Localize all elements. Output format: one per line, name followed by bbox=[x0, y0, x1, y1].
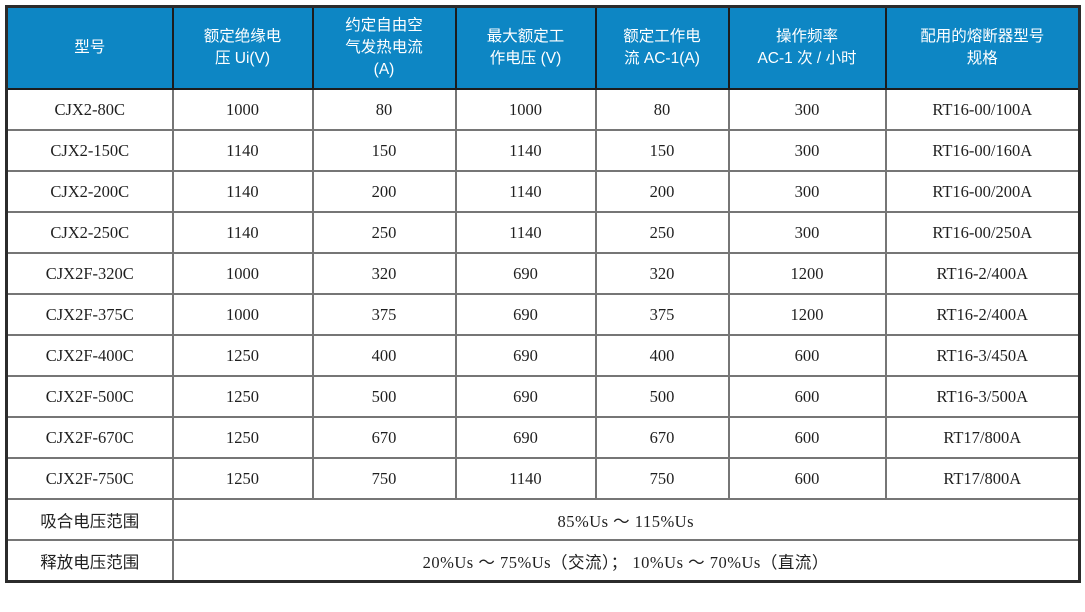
header-row: 型号 额定绝缘电 压 Ui(V) 约定自由空 气发热电流 (A) 最大额定工 作… bbox=[5, 5, 1081, 90]
col-header-conventional-free-air-thermal-current: 约定自由空 气发热电流 (A) bbox=[311, 5, 457, 90]
cell-ith: 750 bbox=[311, 457, 457, 500]
cell-freq: 300 bbox=[727, 129, 887, 172]
cell-fuse: RT16-00/200A bbox=[884, 170, 1081, 213]
table-row: CJX2F-320C 1000 320 690 320 1200 RT16-2/… bbox=[5, 252, 1081, 295]
pickup-voltage-range-row: 吸合电压范围 85%Us ～ 115%Us bbox=[5, 498, 1081, 541]
contactor-spec-table: 型号 额定绝缘电 压 Ui(V) 约定自由空 气发热电流 (A) 最大额定工 作… bbox=[5, 5, 1081, 583]
table-body: CJX2-80C 1000 80 1000 80 300 RT16-00/100… bbox=[5, 88, 1081, 583]
col-header-fuse-type: 配用的熔断器型号 规格 bbox=[884, 5, 1081, 90]
cell-ith: 400 bbox=[311, 334, 457, 377]
col-header-model: 型号 bbox=[5, 5, 174, 90]
cell-ith: 320 bbox=[311, 252, 457, 295]
table-row: CJX2F-670C 1250 670 690 670 600 RT17/800… bbox=[5, 416, 1081, 459]
table-row: CJX2-200C 1140 200 1140 200 300 RT16-00/… bbox=[5, 170, 1081, 213]
cell-freq: 600 bbox=[727, 375, 887, 418]
cell-model: CJX2F-320C bbox=[5, 252, 174, 295]
cell-model: CJX2-80C bbox=[5, 88, 174, 131]
cell-ie: 670 bbox=[594, 416, 730, 459]
release-voltage-range-value: 20%Us ～ 75%Us（交流）； 10%Us ～ 70%Us（直流） bbox=[171, 539, 1081, 583]
col-header-max-rated-working-voltage: 最大额定工 作电压 (V) bbox=[454, 5, 597, 90]
cell-model: CJX2-250C bbox=[5, 211, 174, 254]
cell-ue: 690 bbox=[454, 252, 597, 295]
cell-fuse: RT17/800A bbox=[884, 416, 1081, 459]
cell-ith: 80 bbox=[311, 88, 457, 131]
cell-ui: 1250 bbox=[171, 457, 314, 500]
cell-freq: 600 bbox=[727, 334, 887, 377]
cell-ith: 500 bbox=[311, 375, 457, 418]
table-row: CJX2F-400C 1250 400 690 400 600 RT16-3/4… bbox=[5, 334, 1081, 377]
cell-ie: 200 bbox=[594, 170, 730, 213]
cell-ui: 1250 bbox=[171, 334, 314, 377]
cell-model: CJX2-150C bbox=[5, 129, 174, 172]
cell-model: CJX2F-670C bbox=[5, 416, 174, 459]
contactor-spec-table-container: 型号 额定绝缘电 压 Ui(V) 约定自由空 气发热电流 (A) 最大额定工 作… bbox=[5, 5, 1081, 583]
cell-ie: 400 bbox=[594, 334, 730, 377]
cell-ith: 670 bbox=[311, 416, 457, 459]
cell-ith: 200 bbox=[311, 170, 457, 213]
cell-ue: 1140 bbox=[454, 129, 597, 172]
cell-ith: 375 bbox=[311, 293, 457, 336]
cell-model: CJX2F-500C bbox=[5, 375, 174, 418]
cell-fuse: RT16-00/250A bbox=[884, 211, 1081, 254]
cell-ie: 250 bbox=[594, 211, 730, 254]
cell-ue: 1140 bbox=[454, 211, 597, 254]
cell-fuse: RT16-00/160A bbox=[884, 129, 1081, 172]
cell-ie: 500 bbox=[594, 375, 730, 418]
cell-fuse: RT16-3/500A bbox=[884, 375, 1081, 418]
cell-ui: 1000 bbox=[171, 293, 314, 336]
pickup-voltage-range-label: 吸合电压范围 bbox=[5, 498, 174, 541]
table-row: CJX2-150C 1140 150 1140 150 300 RT16-00/… bbox=[5, 129, 1081, 172]
cell-freq: 1200 bbox=[727, 293, 887, 336]
cell-ui: 1000 bbox=[171, 252, 314, 295]
cell-freq: 300 bbox=[727, 170, 887, 213]
cell-ui: 1000 bbox=[171, 88, 314, 131]
col-header-operation-frequency: 操作频率 AC-1 次 / 小时 bbox=[727, 5, 887, 90]
cell-fuse: RT16-00/100A bbox=[884, 88, 1081, 131]
col-header-rated-working-current-ac1: 额定工作电 流 AC-1(A) bbox=[594, 5, 730, 90]
table-row: CJX2-80C 1000 80 1000 80 300 RT16-00/100… bbox=[5, 88, 1081, 131]
table-row: CJX2-250C 1140 250 1140 250 300 RT16-00/… bbox=[5, 211, 1081, 254]
cell-ue: 690 bbox=[454, 416, 597, 459]
cell-freq: 1200 bbox=[727, 252, 887, 295]
cell-fuse: RT16-3/450A bbox=[884, 334, 1081, 377]
cell-model: CJX2-200C bbox=[5, 170, 174, 213]
cell-ue: 1000 bbox=[454, 88, 597, 131]
cell-ui: 1140 bbox=[171, 211, 314, 254]
cell-ie: 375 bbox=[594, 293, 730, 336]
cell-fuse: RT17/800A bbox=[884, 457, 1081, 500]
cell-ith: 150 bbox=[311, 129, 457, 172]
table-row: CJX2F-375C 1000 375 690 375 1200 RT16-2/… bbox=[5, 293, 1081, 336]
table-row: CJX2F-750C 1250 750 1140 750 600 RT17/80… bbox=[5, 457, 1081, 500]
cell-ue: 690 bbox=[454, 334, 597, 377]
cell-ue: 1140 bbox=[454, 170, 597, 213]
cell-freq: 600 bbox=[727, 416, 887, 459]
cell-freq: 600 bbox=[727, 457, 887, 500]
cell-ui: 1140 bbox=[171, 129, 314, 172]
release-voltage-range-row: 释放电压范围 20%Us ～ 75%Us（交流）； 10%Us ～ 70%Us（… bbox=[5, 539, 1081, 583]
cell-ui: 1250 bbox=[171, 416, 314, 459]
cell-freq: 300 bbox=[727, 88, 887, 131]
cell-ui: 1250 bbox=[171, 375, 314, 418]
cell-ue: 1140 bbox=[454, 457, 597, 500]
cell-fuse: RT16-2/400A bbox=[884, 293, 1081, 336]
cell-ie: 80 bbox=[594, 88, 730, 131]
cell-ue: 690 bbox=[454, 293, 597, 336]
cell-fuse: RT16-2/400A bbox=[884, 252, 1081, 295]
cell-ie: 750 bbox=[594, 457, 730, 500]
col-header-rated-insulation-voltage: 额定绝缘电 压 Ui(V) bbox=[171, 5, 314, 90]
cell-model: CJX2F-750C bbox=[5, 457, 174, 500]
cell-ie: 150 bbox=[594, 129, 730, 172]
cell-ui: 1140 bbox=[171, 170, 314, 213]
cell-model: CJX2F-375C bbox=[5, 293, 174, 336]
cell-ith: 250 bbox=[311, 211, 457, 254]
cell-model: CJX2F-400C bbox=[5, 334, 174, 377]
table-row: CJX2F-500C 1250 500 690 500 600 RT16-3/5… bbox=[5, 375, 1081, 418]
cell-ie: 320 bbox=[594, 252, 730, 295]
pickup-voltage-range-value: 85%Us ～ 115%Us bbox=[171, 498, 1081, 541]
cell-freq: 300 bbox=[727, 211, 887, 254]
cell-ue: 690 bbox=[454, 375, 597, 418]
release-voltage-range-label: 释放电压范围 bbox=[5, 539, 174, 583]
